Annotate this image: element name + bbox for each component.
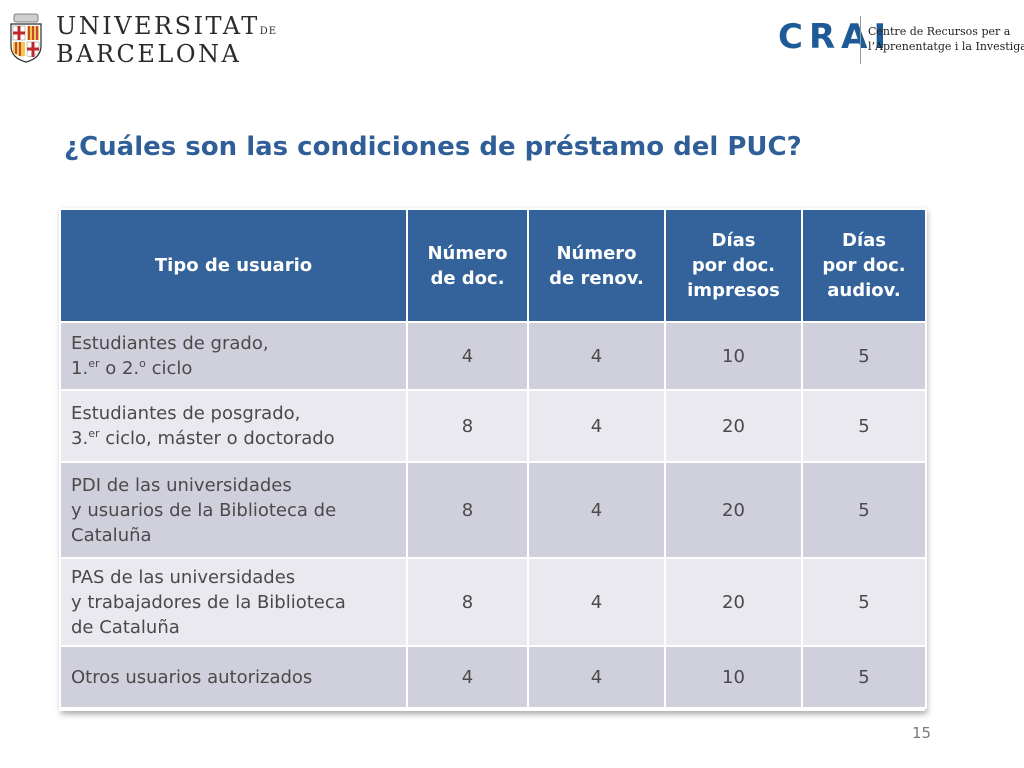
crai-line2: l’Aprenentatge i la Investigació (868, 40, 1024, 53)
num-renewals-cell: 4 (527, 557, 666, 647)
user-type-cell: PDI de las universidades y usuarios de la… (59, 461, 408, 559)
num-renewals-cell: 4 (527, 461, 666, 559)
days-audiovisual-cell: 5 (801, 321, 927, 391)
num-docs-cell: 8 (406, 461, 529, 559)
ub-name-line1: UNIVERSITAT (56, 12, 260, 40)
header-days-printed: Días por doc. impresos (664, 208, 803, 323)
num-docs-cell: 4 (406, 321, 529, 391)
universitat-barcelona-logo: UNIVERSITATDE BARCELONA (6, 8, 276, 66)
days-audiovisual-cell: 5 (801, 645, 927, 709)
user-type-cell: Estudiantes de posgrado, 3.er ciclo, mást… (59, 389, 408, 463)
table-row: Estudiantes de posgrado, 3.er ciclo, mást… (59, 389, 927, 463)
slide-title: ¿Cuáles son las condiciones de préstamo … (64, 132, 802, 162)
header-num-renewals: Número de renov. (527, 208, 666, 323)
user-type-cell: Estudiantes de grado, 1.er o 2.o ciclo (59, 321, 408, 391)
crai-mark: CRAI (778, 17, 893, 57)
loan-conditions-table: Tipo de usuario Número de doc. Número de r… (59, 208, 927, 711)
days-printed-cell: 20 (664, 461, 803, 559)
days-audiovisual-cell: 5 (801, 557, 927, 647)
num-renewals-cell: 4 (527, 321, 666, 391)
days-printed-cell: 10 (664, 645, 803, 709)
ub-name-line2: BARCELONA (56, 40, 242, 68)
num-docs-cell: 8 (406, 557, 529, 647)
days-printed-cell: 20 (664, 389, 803, 463)
table-row: Estudiantes de grado, 1.er o 2.o ciclo 4 … (59, 321, 927, 391)
num-renewals-cell: 4 (527, 389, 666, 463)
page-number: 15 (912, 724, 932, 742)
table-row: Otros usuarios autorizados 4 4 10 5 (59, 645, 927, 709)
crai-divider (860, 16, 861, 64)
table-header-row: Tipo de usuario Número de doc. Número de r… (59, 208, 927, 323)
user-type-cell: PAS de las universidades y trabajadores d… (59, 557, 408, 647)
header-num-docs: Número de doc. (406, 208, 529, 323)
num-docs-cell: 4 (406, 645, 529, 709)
ub-shield-icon (10, 13, 42, 63)
table-row: PDI de las universidades y usuarios de la… (59, 461, 927, 559)
table-row: PAS de las universidades y trabajadores d… (59, 557, 927, 647)
user-type-cell: Otros usuarios autorizados (59, 645, 408, 709)
days-audiovisual-cell: 5 (801, 461, 927, 559)
header-user-type: Tipo de usuario (59, 208, 408, 323)
num-docs-cell: 8 (406, 389, 529, 463)
ub-name-de: DE (259, 26, 278, 37)
num-renewals-cell: 4 (527, 645, 666, 709)
crai-line1: Centre de Recursos per a (868, 25, 1011, 38)
days-printed-cell: 10 (664, 321, 803, 391)
days-printed-cell: 20 (664, 557, 803, 647)
crai-logo: CRAI Centre de Recursos per a l’Aprenent… (778, 16, 1024, 64)
days-audiovisual-cell: 5 (801, 389, 927, 463)
header-days-audiovisual: Días por doc. audiov. (801, 208, 927, 323)
